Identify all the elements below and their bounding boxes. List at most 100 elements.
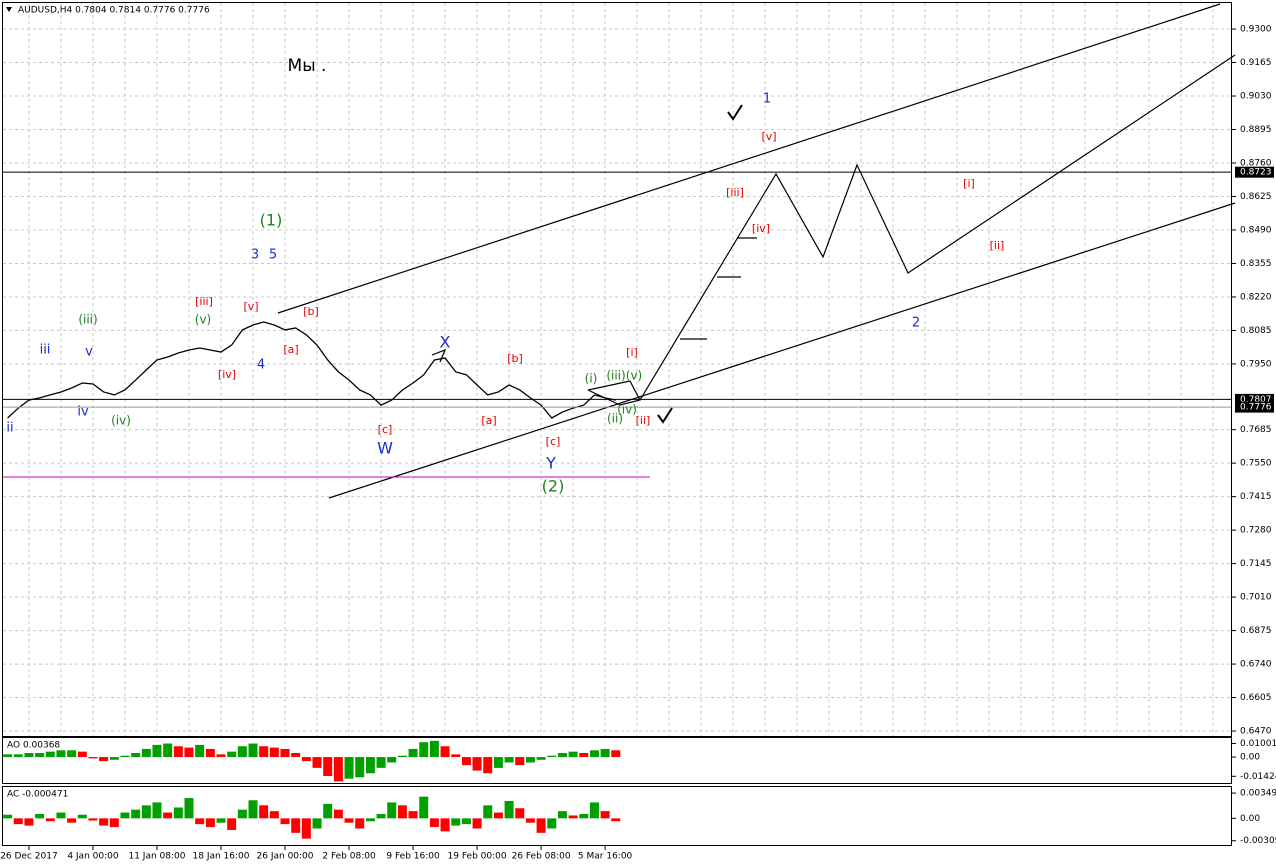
histogram-bar bbox=[483, 805, 493, 819]
y-tick-label: 0.7685 bbox=[1240, 425, 1272, 435]
y-tick-label: 0.8625 bbox=[1240, 192, 1272, 202]
histogram-bar bbox=[589, 802, 599, 819]
histogram-bar bbox=[419, 742, 429, 758]
histogram-bar bbox=[387, 757, 397, 763]
histogram-bar bbox=[536, 757, 546, 760]
histogram-bar bbox=[504, 800, 514, 819]
wave-label: [a] bbox=[481, 414, 496, 427]
histogram-bar bbox=[525, 818, 535, 823]
histogram-bar bbox=[355, 757, 365, 778]
histogram-bar bbox=[67, 818, 77, 823]
histogram-bar bbox=[67, 750, 77, 758]
wave-label: [i] bbox=[626, 346, 638, 359]
wave-label: [c] bbox=[378, 423, 393, 436]
histogram-bar bbox=[397, 755, 407, 758]
wave-label: [iii] bbox=[195, 295, 213, 308]
histogram-bar bbox=[216, 754, 226, 758]
histogram-bar bbox=[141, 748, 151, 758]
histogram-bar bbox=[77, 814, 87, 819]
x-tick-label: 26 Feb 08:00 bbox=[512, 852, 571, 862]
wave-label: (ii) bbox=[607, 412, 623, 426]
y-tick-label: 0.9165 bbox=[1240, 58, 1272, 68]
menu-arrow[interactable] bbox=[6, 7, 12, 12]
histogram-bar bbox=[237, 746, 247, 758]
price-line bbox=[7, 321, 616, 419]
wave-label: 3 bbox=[251, 248, 259, 263]
y-tick-label: -0.00309 bbox=[1240, 836, 1276, 846]
histogram-bar bbox=[248, 800, 258, 819]
wave-label: (v) bbox=[626, 369, 642, 383]
histogram-bar bbox=[397, 805, 407, 819]
x-tick-label: 11 Jan 08:00 bbox=[128, 852, 185, 862]
level-label: 0.7807 bbox=[1240, 395, 1272, 405]
histogram-bar bbox=[387, 802, 397, 819]
wave-label: (iv) bbox=[111, 414, 131, 428]
histogram-bar bbox=[269, 747, 279, 758]
histogram-bar bbox=[205, 748, 215, 758]
histogram-bar bbox=[547, 755, 557, 758]
histogram-bar bbox=[472, 757, 482, 771]
histogram-bar bbox=[291, 753, 301, 758]
histogram-bar bbox=[195, 818, 205, 825]
y-tick-label: 0.6740 bbox=[1240, 660, 1272, 670]
y-tick-label: 0.7950 bbox=[1240, 359, 1272, 369]
y-tick-label: 0.7010 bbox=[1240, 593, 1272, 603]
y-tick-label: 0.9300 bbox=[1240, 25, 1272, 35]
wave-label: X bbox=[440, 333, 451, 352]
wave-label: 1 bbox=[763, 92, 771, 107]
histogram-bar bbox=[504, 757, 514, 763]
histogram-bar bbox=[269, 811, 279, 819]
histogram-bar bbox=[13, 818, 23, 825]
y-tick-label: 0.7145 bbox=[1240, 559, 1272, 569]
histogram-bar bbox=[312, 757, 322, 768]
histogram-bar bbox=[429, 818, 439, 828]
y-tick-label: 0.8355 bbox=[1240, 259, 1272, 269]
wave-label: iv bbox=[77, 405, 89, 420]
histogram-bar bbox=[568, 751, 578, 758]
histogram-bar bbox=[333, 757, 343, 782]
histogram-bar bbox=[173, 807, 183, 819]
histogram-bar bbox=[376, 757, 386, 768]
histogram-bar bbox=[301, 818, 311, 839]
y-tick-label: 0.6470 bbox=[1240, 727, 1272, 737]
header: AUDUSD,H4 0.7804 0.7814 0.7776 0.7776 bbox=[18, 6, 210, 16]
wave-label: (iii) bbox=[78, 313, 97, 327]
wave-label: iii bbox=[40, 343, 51, 358]
histogram-bar bbox=[344, 818, 354, 823]
histogram-bar bbox=[24, 818, 34, 826]
y-tick-label: 0.8490 bbox=[1240, 225, 1272, 235]
indicator-title: AO 0.00368 bbox=[7, 741, 60, 751]
y-tick-label: 0.7280 bbox=[1240, 526, 1272, 536]
wave-label: Мы . bbox=[288, 56, 327, 76]
wave-label: (iv) bbox=[617, 403, 637, 417]
level-label: 0.7776 bbox=[1240, 403, 1272, 413]
histogram-bar bbox=[227, 818, 237, 830]
wave-label: (i) bbox=[585, 372, 598, 386]
x-tick-label: 18 Jan 16:00 bbox=[193, 852, 250, 862]
x-tick-label: 5 Mar 16:00 bbox=[578, 852, 633, 862]
x-tick-label: 2 Feb 08:00 bbox=[322, 852, 376, 862]
histogram-bar bbox=[45, 751, 55, 758]
histogram-bar bbox=[365, 818, 375, 822]
histogram-bar bbox=[248, 743, 258, 758]
histogram-bar bbox=[152, 802, 162, 819]
histogram-bar bbox=[259, 805, 269, 819]
wave-label: (v) bbox=[195, 313, 211, 327]
histogram-bar bbox=[184, 747, 194, 758]
y-tick-label: 0.9030 bbox=[1240, 92, 1272, 102]
main-pane bbox=[2, 2, 1232, 737]
histogram-bar bbox=[35, 753, 45, 758]
check-icon bbox=[727, 104, 743, 121]
histogram-bar bbox=[419, 796, 429, 819]
indicator-title: AC -0.000471 bbox=[7, 790, 68, 800]
histogram-bar bbox=[131, 809, 141, 819]
histogram-bar bbox=[440, 818, 450, 832]
wave-label: [iv] bbox=[752, 222, 770, 235]
x-tick-label: 26 Jan 00:00 bbox=[257, 852, 314, 862]
ao-pane bbox=[2, 737, 1232, 784]
wave-label: (iii) bbox=[606, 369, 625, 383]
level-box bbox=[1235, 401, 1274, 413]
histogram-bar bbox=[88, 757, 98, 759]
histogram-bar bbox=[56, 812, 66, 819]
wave-label: [i] bbox=[963, 177, 975, 190]
